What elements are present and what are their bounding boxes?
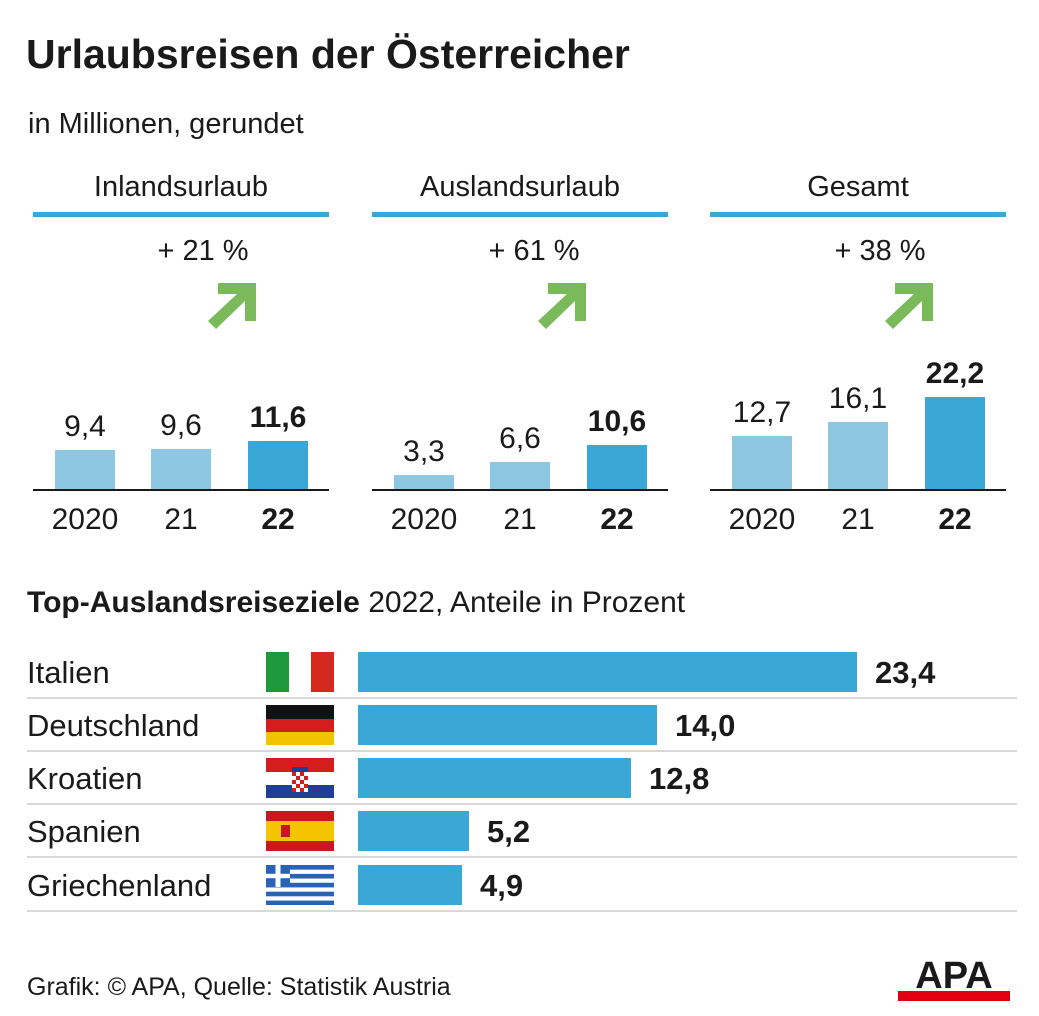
- value-label: 9,4: [64, 410, 106, 443]
- country-label: Spanien: [27, 814, 141, 849]
- year-label: 21: [164, 503, 198, 536]
- row-divider: [27, 856, 1017, 858]
- year-label: 2020: [390, 503, 458, 536]
- year-label: 2020: [51, 503, 119, 536]
- year-label: 22: [938, 503, 972, 536]
- year-label: 22: [261, 503, 295, 536]
- x-axis-line: [33, 489, 329, 491]
- flag-italy-icon: [266, 652, 334, 692]
- change-label: + 21 %: [157, 235, 249, 267]
- year-label: 2020: [728, 503, 796, 536]
- row-divider: [27, 750, 1017, 752]
- apa-logo: APA: [898, 955, 1010, 1001]
- panel-title: Auslandsurlaub: [420, 171, 620, 203]
- value-label: 3,3: [403, 435, 445, 468]
- year-label: 21: [503, 503, 537, 536]
- row-divider: [27, 697, 1017, 699]
- country-label: Italien: [27, 655, 110, 690]
- source-note: Grafik: © APA, Quelle: Statistik Austria: [27, 973, 451, 1001]
- panel-inland: Inlandsurlaub + 21 % 9,4 2020 9,6 21 11,6 22: [33, 0, 329, 560]
- flag-germany-icon: [266, 705, 334, 745]
- row-divider: [27, 910, 1017, 912]
- value-label: 12,7: [732, 396, 792, 429]
- value-label: 16,1: [828, 382, 888, 415]
- bar: [490, 462, 550, 489]
- value-label: 22,2: [925, 357, 985, 390]
- value-label: 10,6: [587, 405, 647, 438]
- panel-title: Gesamt: [807, 171, 909, 203]
- chart-title: Urlaubsreisen der Österreicher: [26, 31, 630, 77]
- value-label: 9,6: [160, 409, 202, 442]
- destination-bar: [358, 811, 469, 851]
- up-arrow-icon: [208, 283, 256, 329]
- value-label: 6,6: [499, 422, 541, 455]
- destinations-title-bold: Top-Auslandsreiseziele: [27, 586, 360, 619]
- bar: [394, 475, 454, 489]
- x-axis-line: [710, 489, 1006, 491]
- panel-ausland: Auslandsurlaub + 61 % 3,3 2020 6,6 21 10,6 22: [372, 0, 668, 560]
- destination-row: Kroatien 12,8: [27, 757, 1017, 810]
- row-divider: [27, 803, 1017, 805]
- flag-croatia-icon: [266, 758, 334, 798]
- destination-row: Deutschland 14,0: [27, 704, 1017, 757]
- destination-bar: [358, 705, 657, 745]
- flag-spain-icon: [266, 811, 334, 851]
- destination-bar: [358, 652, 857, 692]
- panel-title: Inlandsurlaub: [93, 171, 269, 203]
- svg-text:APA: APA: [915, 955, 992, 997]
- x-axis-line: [372, 489, 668, 491]
- country-label: Kroatien: [27, 761, 143, 796]
- destination-bar: [358, 865, 462, 905]
- up-arrow-icon: [538, 283, 586, 329]
- destination-value: 4,9: [480, 868, 524, 903]
- bar: [587, 445, 647, 489]
- bar: [828, 422, 888, 489]
- bar: [151, 449, 211, 489]
- bar: [925, 397, 985, 489]
- country-label: Deutschland: [27, 708, 200, 743]
- year-label: 21: [841, 503, 875, 536]
- bar: [248, 441, 308, 489]
- bar: [732, 436, 792, 489]
- chart-subtitle: in Millionen, gerundet: [28, 108, 304, 140]
- destination-bar: [358, 758, 631, 798]
- destination-row: Griechenland 4,9: [27, 864, 1017, 917]
- year-label: 22: [600, 503, 634, 536]
- destinations-title: Top-Auslandsreiseziele 2022, Anteile in …: [27, 588, 685, 618]
- change-label: + 38 %: [834, 235, 926, 267]
- panel-rule: [372, 212, 668, 217]
- destination-value: 23,4: [875, 655, 936, 690]
- panel-rule: [33, 212, 329, 217]
- bar: [55, 450, 115, 489]
- up-arrow-icon: [885, 283, 933, 329]
- destinations-title-rest: 2022, Anteile in Prozent: [359, 586, 686, 619]
- destination-value: 5,2: [487, 814, 531, 849]
- flag-greece-icon: [266, 865, 334, 905]
- value-label: 11,6: [249, 401, 307, 434]
- destination-value: 14,0: [675, 708, 736, 743]
- destination-row: Spanien 5,2: [27, 810, 1017, 863]
- country-label: Griechenland: [27, 868, 212, 903]
- panel-gesamt: Gesamt + 38 % 12,7 2020 16,1 21 22,2 22: [710, 0, 1006, 560]
- destination-row: Italien 23,4: [27, 651, 1017, 704]
- panel-rule: [710, 212, 1006, 217]
- destination-value: 12,8: [649, 761, 710, 796]
- change-label: + 61 %: [488, 235, 580, 267]
- vacation-panels: Inlandsurlaub + 21 % 9,4 2020 9,6 21 11,6 22 Aus…: [33, 0, 1006, 560]
